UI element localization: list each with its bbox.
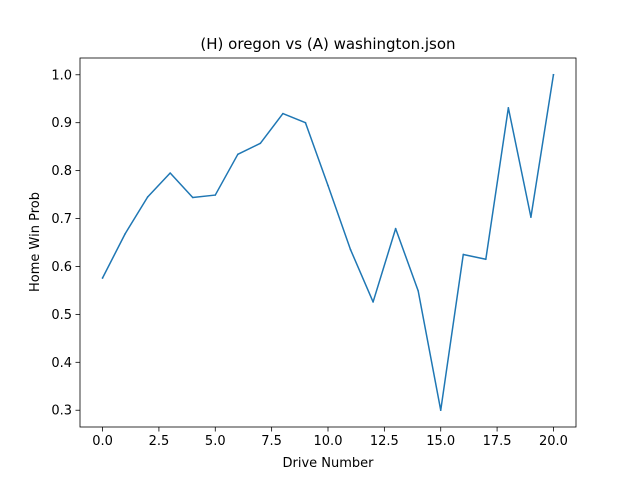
data-point: [349, 248, 352, 251]
y-tick-label: 0.3: [51, 404, 72, 419]
x-tick-label: 15.0: [426, 434, 455, 449]
y-tick-label: 0.9: [51, 116, 72, 131]
data-point: [259, 142, 262, 145]
y-tick-label: 0.7: [51, 212, 72, 227]
y-axis-label: Home Win Prob: [28, 192, 43, 292]
data-point: [439, 409, 442, 412]
x-tick-label: 5.0: [205, 434, 226, 449]
data-point: [372, 301, 374, 303]
data-point: [169, 172, 171, 174]
x-tick-label: 10.0: [314, 434, 343, 449]
y-tick-label: 0.8: [51, 164, 72, 179]
x-axis-label: Drive Number: [282, 456, 374, 471]
data-point: [552, 73, 555, 76]
x-tick-label: 20.0: [539, 434, 568, 449]
data-point: [282, 112, 284, 115]
data-point: [191, 196, 194, 199]
y-tick-label: 0.6: [51, 260, 72, 275]
data-point: [327, 184, 329, 187]
data-point: [237, 153, 239, 156]
data-point: [304, 121, 307, 124]
x-axis-ticks: 0.0 2.5 5.0 7.5 10.0 12.5 15.0 17.5 20.0: [92, 427, 568, 449]
x-tick-label: 0.0: [92, 434, 113, 449]
data-point: [462, 253, 465, 256]
data-point: [417, 290, 419, 292]
data-point: [507, 107, 510, 109]
data-point: [146, 196, 149, 198]
data-point: [214, 194, 217, 196]
x-tick-label: 2.5: [149, 434, 170, 449]
chart-title: (H) oregon vs (A) washington.json: [200, 35, 455, 53]
data-point: [101, 277, 104, 279]
data-point: [485, 258, 487, 261]
y-tick-label: 0.4: [51, 356, 72, 371]
x-tick-label: 12.5: [370, 434, 399, 449]
y-axis-ticks: 0.3 0.4 0.5 0.6 0.7 0.8 0.9 1.0: [51, 68, 80, 419]
y-tick-label: 1.0: [51, 68, 72, 83]
data-point: [530, 216, 532, 218]
x-tick-label: 7.5: [261, 434, 282, 449]
data-point: [124, 233, 126, 235]
x-tick-label: 17.5: [483, 434, 512, 449]
y-tick-label: 0.5: [51, 308, 72, 323]
data-point: [394, 227, 397, 230]
